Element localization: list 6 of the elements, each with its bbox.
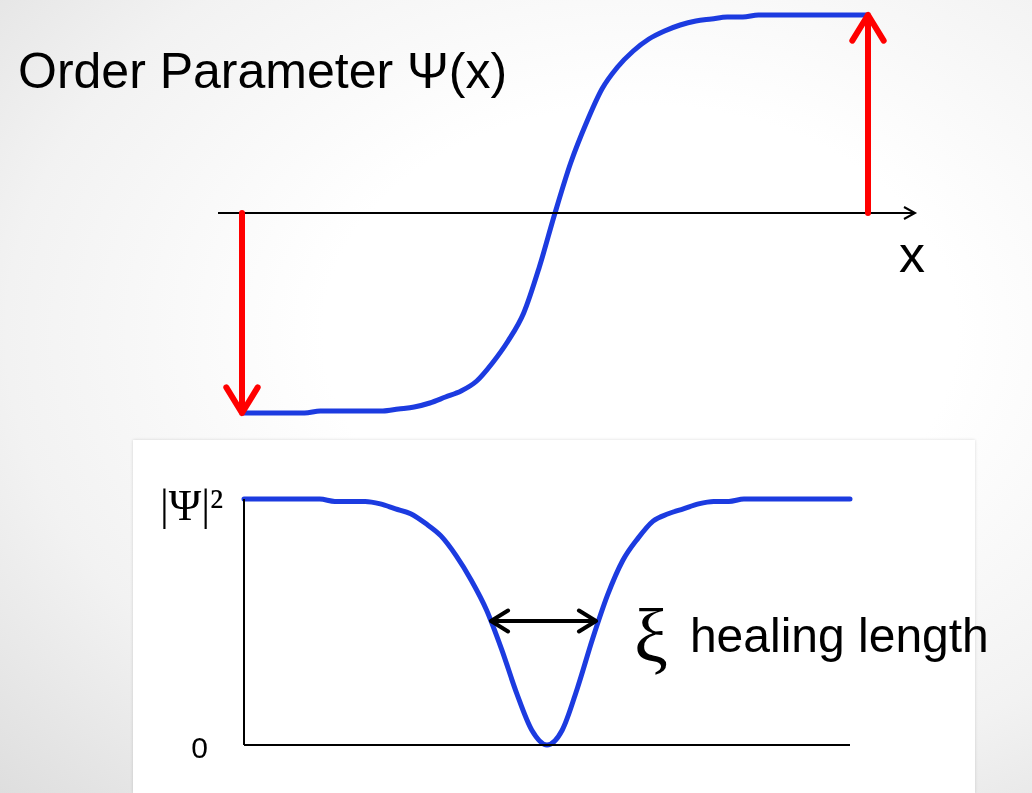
y-axis-title: Order Parameter Ψ(x): [18, 43, 508, 99]
x-axis-title: x: [898, 225, 926, 283]
text: 0: [191, 731, 208, 764]
annotation: healing length: [689, 609, 989, 662]
annotation: ξ: [634, 594, 668, 678]
y-axis-title: |Ψ|²: [160, 481, 224, 530]
